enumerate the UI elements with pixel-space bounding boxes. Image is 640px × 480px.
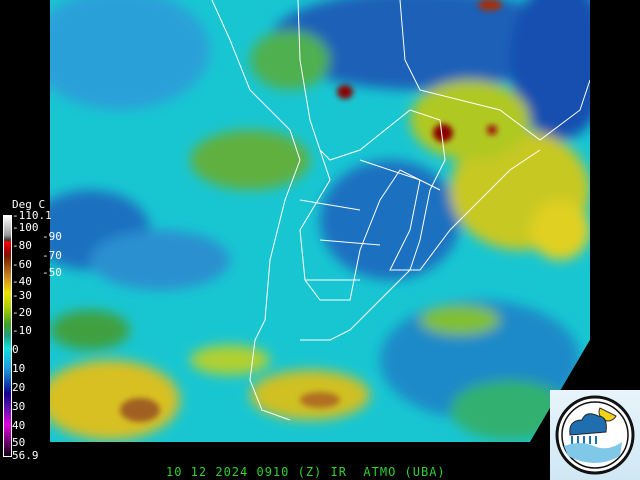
colorbar [3,215,12,457]
colorbar-tick-label: -20 [12,306,32,319]
colorbar-tick-label: -30 [12,289,32,302]
deep-convection-cores [120,0,502,422]
colorbar-tick-label: -10 [12,324,32,337]
colorbar-tick-label: 40 [12,419,26,432]
colorbar-tick-label: -110.1 [12,209,52,222]
colorbar-tick-label: -50 [42,266,62,279]
country-borders [211,0,590,421]
colorbar-tick-label: 0 [12,343,19,356]
colorbar-tick-label: -80 [12,239,32,252]
colorbar-tick-label: -60 [12,258,32,271]
atmo-logo [550,390,640,480]
colorbar-tick-label: -90 [42,230,62,243]
colorbar-tick-label: -70 [42,249,62,262]
colorbar-tick-label: -40 [12,275,32,288]
colorbar-tick-label: -100 [12,221,39,234]
colorbar-tick-label: 20 [12,381,26,394]
colorbar-unit-label: Deg C [12,198,46,211]
colorbar-tick-label: 56.9 [12,449,39,462]
colorbar-tick-label: 50 [12,436,26,449]
colorbar-tick-label: 10 [12,362,26,375]
image-caption: 10 12 2024 0910 (Z) IR ATMO (UBA) [166,465,446,479]
cloud-field [50,0,590,440]
colorbar-tick-label: 30 [12,400,26,413]
